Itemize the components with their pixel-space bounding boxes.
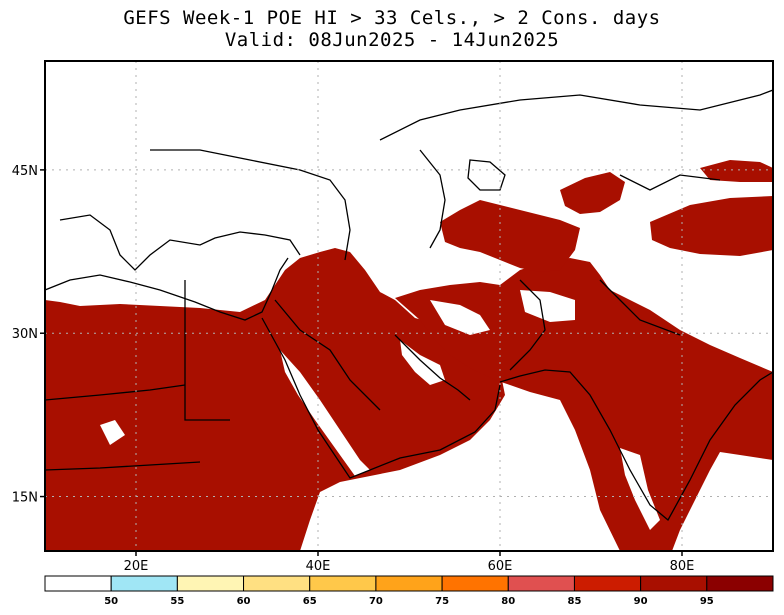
colorbar-label: 80 [501, 596, 515, 607]
valid-period: Valid: 08Jun2025 - 14Jun2025 [224, 29, 560, 51]
colorbar-swatch [507, 575, 575, 592]
colorbar-swatch [706, 575, 774, 592]
probability-shading [45, 160, 773, 551]
coastlines [45, 89, 773, 522]
colorbar-swatch [441, 575, 509, 592]
colorbar: 50 55 60 65 70 75 80 85 90 95 [44, 575, 774, 607]
map-area [45, 61, 773, 551]
colorbar-swatch [176, 575, 245, 592]
colorbar-label: 70 [369, 596, 383, 607]
colorbar-label: 85 [567, 596, 581, 607]
colorbar-swatch [44, 575, 112, 592]
colorbar-swatch [573, 575, 642, 592]
colorbar-swatch [640, 575, 708, 592]
longitude-ticks: 20E 40E 60E 80E [124, 551, 695, 574]
lon-tick-label: 80E [670, 559, 695, 574]
colorbar-label: 95 [700, 596, 714, 607]
colorbar-label: 60 [237, 596, 251, 607]
map-title: GEFS Week-1 POE HI > 33 Cels., > 2 Cons.… [123, 7, 661, 29]
colorbar-swatch [309, 575, 377, 592]
colorbar-label: 55 [170, 596, 184, 607]
lon-tick-label: 40E [306, 559, 331, 574]
lon-tick-label: 60E [488, 559, 513, 574]
gridlines [45, 61, 773, 551]
lon-tick-label: 20E [124, 559, 149, 574]
colorbar-label: 65 [303, 596, 317, 607]
lat-tick-label: 30N [12, 327, 38, 342]
latitude-ticks: 45N 30N 15N [12, 164, 45, 506]
colorbar-swatch [110, 575, 178, 592]
colorbar-swatch [243, 575, 311, 592]
lat-tick-label: 45N [12, 164, 38, 179]
colorbar-label: 50 [104, 596, 118, 607]
colorbar-label: 90 [634, 596, 648, 607]
colorbar-label: 75 [435, 596, 449, 607]
map-frame [44, 60, 774, 552]
colorbar-swatch [375, 575, 443, 592]
lat-tick-label: 15N [12, 491, 38, 506]
